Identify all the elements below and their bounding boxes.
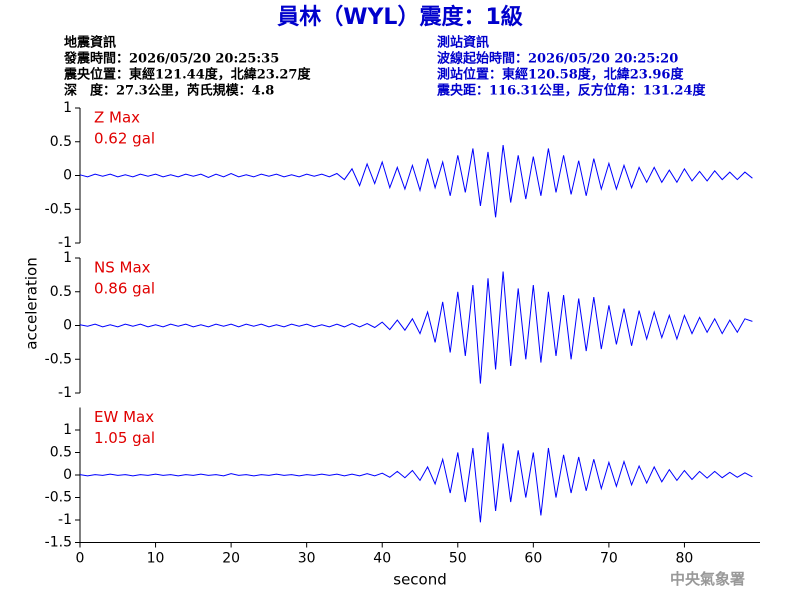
max-label: EW Max bbox=[94, 408, 154, 426]
info-line: 地震資訊 bbox=[64, 35, 116, 51]
info-line: 震央位置：東經121.44度，北緯23.27度 bbox=[63, 67, 311, 83]
y-tick-label: -0.5 bbox=[45, 490, 72, 506]
y-axis-label: acceleration bbox=[23, 257, 41, 349]
station-line: 測站資訊 bbox=[437, 35, 489, 51]
max-label: 1.05 gal bbox=[94, 429, 155, 447]
x-tick-label: 30 bbox=[298, 551, 316, 567]
y-tick-label: -1 bbox=[58, 385, 72, 401]
x-tick-label: 20 bbox=[222, 551, 240, 567]
station-line: 震央距：116.31公里，反方位角：131.24度 bbox=[436, 83, 707, 99]
x-tick-label: 40 bbox=[373, 551, 391, 567]
waveform bbox=[79, 271, 753, 384]
x-tick-label: 0 bbox=[76, 551, 85, 567]
footer: 中央氣象署 bbox=[670, 570, 745, 588]
x-tick-label: 70 bbox=[600, 551, 618, 567]
station-line: 波線起始時間：2026/05/20 20:25:20 bbox=[437, 51, 678, 67]
x-axis-label: second bbox=[393, 571, 447, 589]
waveform bbox=[79, 145, 753, 218]
x-tick-label: 60 bbox=[524, 551, 542, 567]
y-tick-label: 1 bbox=[63, 100, 72, 116]
info-line: 發震時間：2026/05/20 20:25:35 bbox=[63, 51, 279, 67]
max-label: Z Max bbox=[94, 109, 140, 127]
info-line: 深 度：27.3公里，芮氏規模：4.8 bbox=[64, 83, 274, 99]
max-label: 0.86 gal bbox=[94, 280, 155, 298]
y-tick-label: -1 bbox=[58, 512, 72, 528]
waveform bbox=[79, 432, 753, 523]
x-tick-label: 50 bbox=[449, 551, 467, 567]
y-tick-label: 0.5 bbox=[50, 445, 72, 461]
max-label: 0.62 gal bbox=[94, 130, 155, 148]
max-label: NS Max bbox=[94, 259, 151, 277]
x-tick-label: 80 bbox=[676, 551, 694, 567]
y-tick-label: 0.5 bbox=[50, 134, 72, 150]
y-tick-label: 1 bbox=[63, 422, 72, 438]
station-line: 測站位置：東經120.58度，北緯23.96度 bbox=[437, 67, 684, 83]
y-tick-label: -1 bbox=[58, 235, 72, 251]
y-tick-label: 0 bbox=[63, 318, 72, 334]
y-tick-label: 0 bbox=[63, 467, 72, 483]
x-tick-label: 10 bbox=[147, 551, 165, 567]
y-tick-label: -0.5 bbox=[45, 351, 72, 367]
title: 員林（WYL）震度：1級 bbox=[276, 4, 523, 30]
y-tick-label: 1 bbox=[63, 250, 72, 266]
y-tick-label: -0.5 bbox=[45, 201, 72, 217]
y-tick-label: 0.5 bbox=[50, 284, 72, 300]
y-tick-label: 0 bbox=[63, 168, 72, 184]
y-tick-label: -1.5 bbox=[45, 535, 72, 551]
